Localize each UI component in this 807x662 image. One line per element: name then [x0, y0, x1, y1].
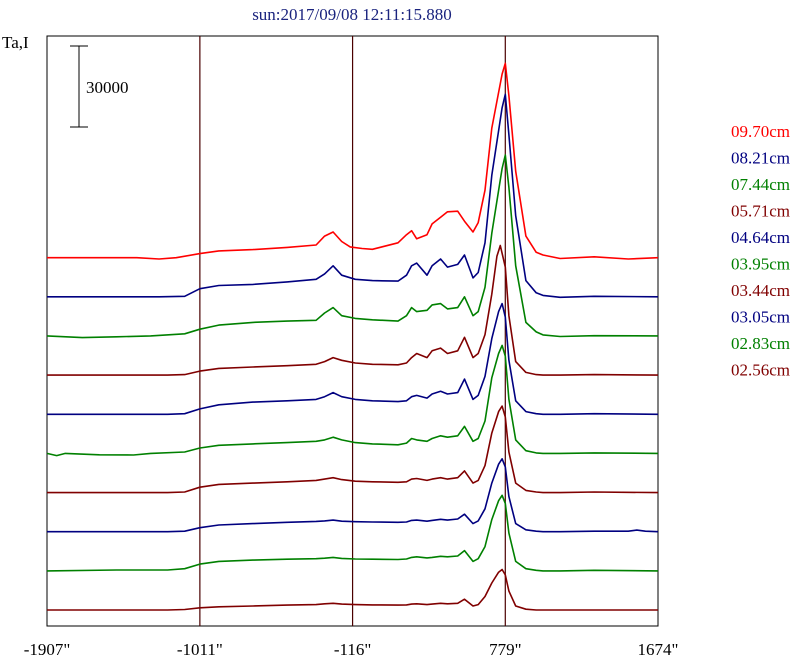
- series-group: [46, 62, 659, 611]
- series-line-07.44cm: [46, 154, 659, 339]
- series-line-05.71cm: [47, 244, 659, 376]
- legend-entry: 04.64cm: [731, 228, 790, 247]
- vertical-guides: [199, 36, 506, 626]
- series-line-02.56cm: [47, 568, 658, 611]
- x-tick-label: 1674": [638, 640, 679, 659]
- legend: 09.70cm 08.21cm 07.44cm 05.71cm 04.64cm 03.95…: [731, 122, 790, 380]
- legend-entry: 03.05cm: [731, 308, 790, 327]
- series-line-08.21cm: [47, 93, 659, 299]
- legend-entry: 02.56cm: [731, 361, 790, 380]
- y-axis-label: Ta,I: [2, 33, 29, 52]
- x-tick-label: -1011": [177, 640, 223, 659]
- series-line-02.83cm: [46, 494, 659, 572]
- legend-entry: 03.44cm: [731, 281, 790, 300]
- scale-bar: 30000: [70, 45, 129, 128]
- x-tick-label: -1907": [24, 640, 71, 659]
- series-line-03.44cm: [47, 405, 659, 494]
- x-tick-label: 779": [489, 640, 521, 659]
- legend-entry: 09.70cm: [731, 122, 790, 141]
- x-tick-labels: -1907" -1011" -116" 779" 1674": [24, 640, 679, 659]
- series-line-03.95cm: [46, 344, 659, 457]
- scale-bar-label: 30000: [86, 78, 129, 97]
- chart-title: sun:2017/09/08 12:11:15.880: [252, 5, 452, 24]
- series-line-04.64cm: [47, 302, 659, 416]
- legend-entry: 05.71cm: [731, 202, 790, 221]
- series-line-09.70cm: [47, 62, 659, 260]
- legend-entry: 07.44cm: [731, 175, 790, 194]
- legend-entry: 08.21cm: [731, 149, 790, 168]
- legend-entry: 02.83cm: [731, 334, 790, 353]
- series-line-03.05cm: [47, 457, 659, 533]
- x-tick-label: -116": [334, 640, 371, 659]
- legend-entry: 03.95cm: [731, 255, 790, 274]
